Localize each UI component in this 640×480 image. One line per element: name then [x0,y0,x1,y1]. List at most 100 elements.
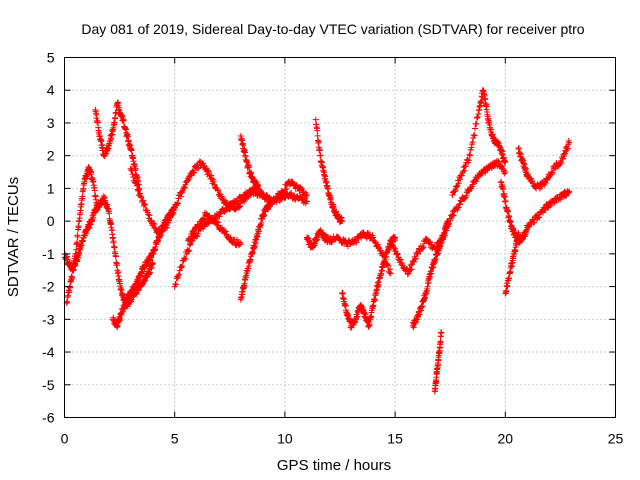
data-point-trail [205,168,212,175]
data-point-trail [142,201,149,208]
series-arc-m [387,157,509,278]
data-point-trail [327,234,334,241]
data-point-trail [461,167,468,174]
data-point-trail [170,210,177,217]
data-point-trail [501,170,508,177]
data-point-trail [114,262,121,269]
data-point-trail [455,204,462,211]
data-point-trail [187,240,194,247]
data-point-trail [501,193,508,200]
data-point-trail [387,266,394,273]
data-point-trail [112,115,119,122]
series-arc-o [431,329,445,395]
data-point-trail [174,199,181,206]
data-point-trail [297,184,304,191]
y-tick-label: -6 [42,410,55,426]
data-point-trail [354,313,361,320]
data-point-trail [428,270,435,277]
data-point [444,218,451,225]
data-point-trail [316,147,323,154]
y-tick-label: 4 [47,82,55,98]
data-point-trail [531,219,538,226]
data-point-trail [234,236,241,243]
data-point-trail [184,248,191,255]
data-point-trail [443,224,450,231]
data-point-trail [179,262,186,269]
data-point-trail [132,165,139,172]
data-point-trail [74,234,81,241]
y-tick-label: -3 [42,311,55,327]
data-point-trail [93,111,100,118]
data-point-trail [283,186,290,193]
data-point-trail [365,229,372,236]
x-tick-label: 25 [608,431,624,447]
data-point-trail [515,144,522,151]
data-point-trail [181,184,188,191]
data-point-trail [150,220,157,227]
data-point-trail [514,238,521,245]
data-point-trail [498,164,505,171]
data-point-trail [187,235,194,242]
data-point-trail [425,279,432,286]
data-point-trail [454,182,461,189]
data-point-trail [177,263,184,270]
data-point-trail [496,159,503,166]
data-point-trail [452,187,459,194]
data-point-trail [174,200,181,207]
data-point-trail [206,212,213,219]
data-point-trail [67,284,74,291]
y-tick-label: 1 [47,180,55,196]
data-point [387,237,394,244]
data-point-trail [392,247,399,254]
y-tick-label: 0 [47,213,55,229]
data-point [370,234,377,241]
data-point-trail [542,180,549,187]
data-point-trail [98,137,105,144]
data-point-trail [235,200,242,207]
chart-title: Day 081 of 2019, Sidereal Day-to-day VTE… [81,21,584,37]
data-point-trail [314,236,321,243]
data-point-trail [389,241,396,248]
data-point-trail [407,262,414,269]
data-point-trail [447,217,454,224]
data-point-trail [117,316,124,323]
data-point-trail [397,256,404,263]
data-point [502,169,509,176]
series-arc-p [449,87,509,198]
data-point-trail [419,243,426,250]
data-point [387,270,394,277]
data-point-trail [228,204,235,211]
x-tick-label: 10 [277,431,293,447]
data-point-trail [177,193,184,200]
data-point-trail [128,167,135,174]
data-point-trail [451,188,458,195]
data-point-trail [500,185,507,192]
x-tick-label: 5 [171,431,179,447]
data-point-trail [129,171,136,178]
data-point-trail [471,132,478,139]
data-point-trail [166,217,173,224]
data-point-trail [70,267,77,274]
data-point-trail [231,237,238,244]
data-point [392,234,399,241]
data-point-trail [530,180,537,187]
data-point-trail [191,230,198,237]
data-point-trail [130,174,137,181]
y-axis-label: SDTVAR / TECUs [5,177,22,297]
data-point-trail [261,212,268,219]
data-point-trail [138,194,145,201]
x-axis-ticks: 0 5 10 15 20 25 [61,57,624,447]
data-point-trail [437,339,444,346]
data-point-trail [273,195,280,202]
data-point-trail [502,197,509,204]
data-point [515,231,522,238]
data-point-trail [240,196,247,203]
data-point-trail [466,151,473,158]
data-point-trail [540,209,547,216]
series-arc-s [515,137,573,192]
data-point-trail [473,120,480,127]
data-point-trail [112,253,119,260]
data-point-trail [266,204,273,211]
data-point-trail [526,175,533,182]
data-point [94,205,101,212]
